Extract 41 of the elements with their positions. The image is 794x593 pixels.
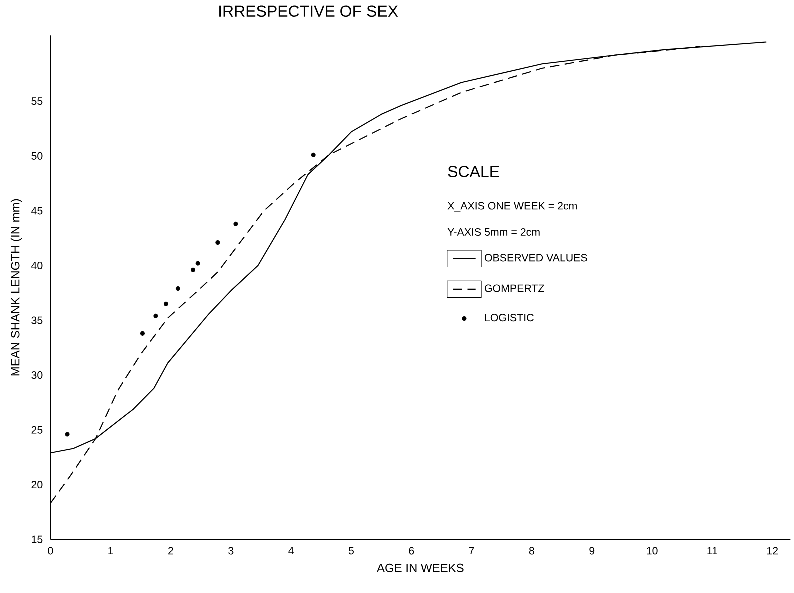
y-tick-label: 35: [32, 316, 43, 324]
y-tick-label: 30: [32, 372, 43, 380]
annotation: Y-AXIS 5mm = 2cm: [448, 228, 540, 236]
point: [190, 268, 196, 272]
x-tick-label: 10: [647, 547, 658, 555]
y-tick-label: 20: [32, 481, 43, 489]
x-tick-label: 6: [409, 547, 414, 555]
point: [311, 152, 316, 158]
point: [164, 302, 168, 306]
chart-title: IRRESPECTIVE OF SEX: [220, 6, 398, 18]
legend-label: OBSERVED VALUES: [484, 254, 588, 262]
x-tick-label: 8: [529, 547, 534, 555]
point: [140, 331, 145, 336]
x-tick-label: 0: [48, 547, 54, 555]
annotation: SCALE: [448, 166, 500, 178]
y-tick-label: 55: [32, 98, 43, 106]
legend-label: LOGISTIC: [485, 314, 534, 322]
point: [196, 261, 200, 266]
x-tick-label: 1: [108, 547, 114, 555]
legend-label: GOMPERTZ: [485, 284, 544, 292]
x-tick-label: 12: [767, 547, 778, 555]
x-tick-label: 5: [348, 547, 354, 555]
point: [176, 286, 180, 292]
y-tick-label: 40: [32, 262, 43, 270]
x-tick-label: 4: [288, 547, 294, 555]
y-tick-label: 25: [32, 426, 43, 434]
point: [65, 432, 70, 437]
x-tick-label: 3: [228, 547, 234, 555]
y-tick-label: 50: [32, 152, 43, 160]
x-axis-title: AGE IN WEEKS: [377, 564, 464, 572]
point: [234, 222, 238, 226]
annotation: X_AXIS ONE WEEK = 2cm: [448, 202, 577, 212]
x-tick-label: 9: [590, 547, 595, 555]
y-tick-label: 45: [32, 207, 43, 215]
y-axis-title: MEAN SHANK LENGTH (IN mm): [10, 199, 22, 376]
x-tick-label: 2: [168, 547, 174, 555]
x-tick-label: 11: [708, 547, 718, 555]
point: [154, 314, 158, 318]
point: [216, 240, 220, 246]
x-tick-label: 7: [469, 547, 474, 555]
y-tick-label: 15: [32, 536, 43, 544]
